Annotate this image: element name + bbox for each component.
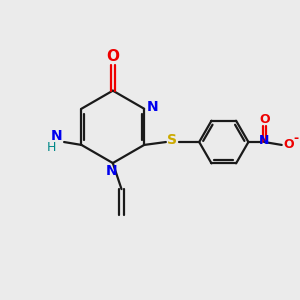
Text: O: O <box>284 138 294 151</box>
Text: S: S <box>167 133 177 147</box>
Text: N: N <box>51 129 63 143</box>
Text: N: N <box>146 100 158 114</box>
Text: N: N <box>259 134 269 147</box>
Text: O: O <box>259 113 270 126</box>
Text: H: H <box>46 141 56 154</box>
Text: N: N <box>106 164 117 178</box>
Text: O: O <box>106 49 119 64</box>
Text: -: - <box>294 132 299 145</box>
